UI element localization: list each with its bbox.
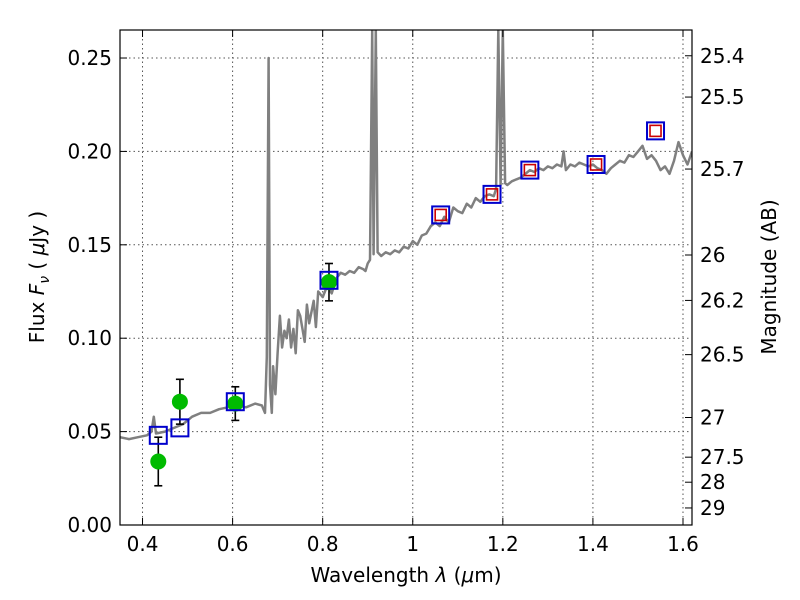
y-tick-label: 0.00	[67, 513, 112, 537]
marker-layer	[148, 121, 666, 487]
y2-tick-label: 25.4	[700, 44, 745, 68]
y-axis-label: Flux Fν ( μJy )	[25, 211, 53, 343]
y2-tick-label: 26.2	[700, 288, 745, 312]
x-tick-label: 0.6	[217, 532, 249, 556]
model-point	[482, 184, 502, 204]
x-tick-label: 0.8	[307, 532, 339, 556]
observed-point	[320, 274, 337, 291]
x-tick-label: 1.4	[577, 532, 609, 556]
model-point	[520, 160, 540, 180]
ir-point	[485, 188, 499, 201]
y2-tick-label: 25.5	[700, 85, 745, 109]
observed-point	[150, 453, 167, 470]
model-point	[646, 121, 666, 141]
y-tick-label: 0.25	[67, 46, 112, 70]
ir-point	[649, 124, 662, 138]
x-tick-label: 1.2	[487, 532, 519, 556]
model-point	[170, 418, 190, 438]
tick-layer: 0.4 0.6 0.8 1 1.2 1.4 1.6 0.00 0.05 0.10 0.15 0.20 0…	[67, 30, 745, 556]
observed-point	[227, 395, 244, 412]
y2-tick-label: 26	[700, 243, 725, 267]
y-tick-label: 0.05	[67, 420, 112, 444]
y-tick-label: 0.15	[67, 233, 112, 257]
model-point	[225, 392, 245, 412]
observed-point	[171, 393, 188, 410]
plot-frame	[119, 29, 693, 526]
x-tick-label: 1	[406, 532, 419, 556]
model-point	[319, 270, 339, 290]
ir-point	[434, 208, 447, 222]
spectrum-line	[120, 30, 692, 441]
y2-tick-label: 27	[700, 406, 725, 430]
spectrum-layer	[120, 30, 692, 441]
y2-tick-label: 29	[700, 496, 725, 520]
y2-axis-label: Magnitude (AB)	[757, 199, 781, 354]
y2-tick-label: 28	[700, 470, 725, 494]
y-tick-label: 0.10	[67, 326, 112, 350]
model-point	[431, 205, 451, 225]
model-point	[586, 154, 606, 174]
y2-tick-label: 25.7	[700, 157, 745, 181]
grid-layer	[120, 30, 692, 526]
x-tick-label: 0.4	[127, 532, 159, 556]
x-tick-label: 1.6	[667, 532, 699, 556]
ir-point	[523, 163, 537, 177]
model-point	[148, 425, 168, 445]
x-axis-label: Wavelength λ (μm)	[310, 563, 501, 587]
y2-tick-label: 26.5	[700, 343, 745, 367]
ir-point	[589, 158, 603, 171]
y-tick-label: 0.20	[67, 139, 112, 163]
y2-tick-label: 27.5	[700, 445, 745, 469]
